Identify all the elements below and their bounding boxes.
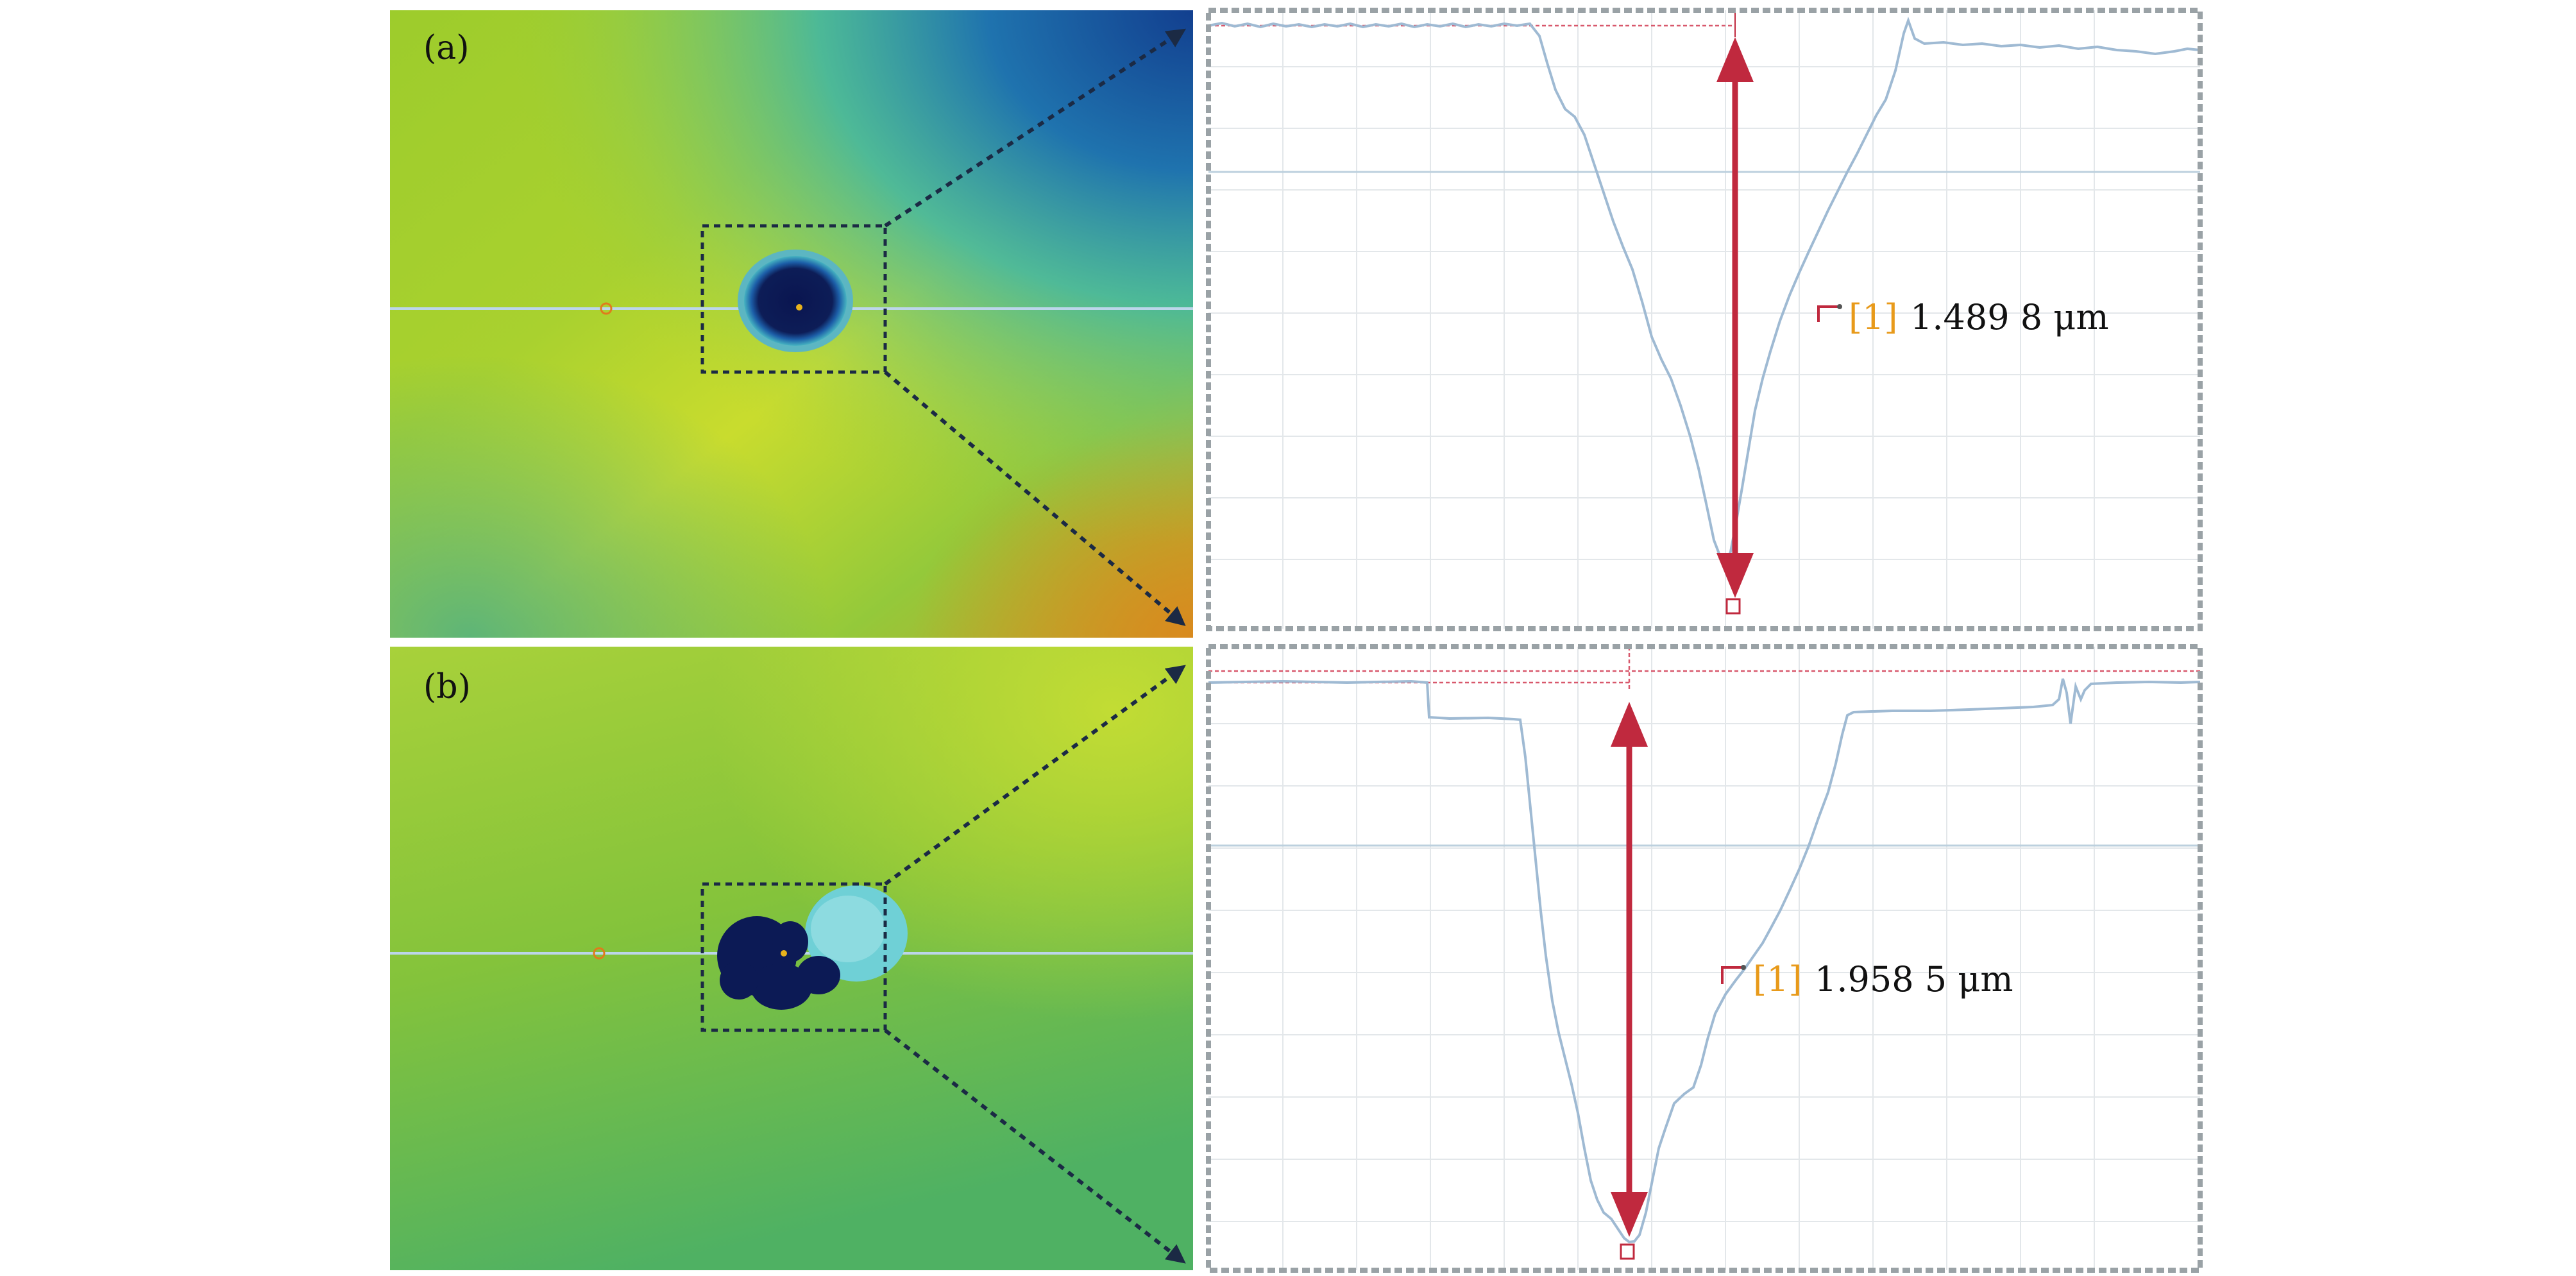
depth-profile-a xyxy=(1208,17,2201,566)
panel-label-b: (b) xyxy=(423,668,471,706)
depth-arrow-a xyxy=(1716,10,1754,615)
zoom-box-b xyxy=(700,882,887,1032)
profile-chart-b: [1] 1.958 5 μm xyxy=(1206,644,2203,1273)
height-map-b xyxy=(390,647,1193,1270)
profile-chart-a: [1] 1.489 8 μm xyxy=(1206,8,2203,631)
panel-b: (b) xyxy=(390,644,2203,1273)
pit-b xyxy=(717,885,908,1010)
measurement-value-b: 1.958 5 μm xyxy=(1815,959,2013,1000)
measurement-a: [1] 1.489 8 μm xyxy=(1817,297,2109,337)
zoom-line-a-top xyxy=(884,28,1187,228)
marker-icon-b xyxy=(1721,966,1743,984)
profile-frame-a xyxy=(1206,8,2203,631)
measurement-b: [1] 1.958 5 μm xyxy=(1721,959,2013,1000)
height-map-a xyxy=(390,10,1193,638)
panel-a: (a) xyxy=(390,8,2203,638)
depth-profile-b xyxy=(1208,678,2201,1244)
profile-grid-b xyxy=(1208,647,2200,1270)
zoom-box-a xyxy=(700,224,887,374)
measurement-value-a: 1.489 8 μm xyxy=(1910,297,2109,337)
zoom-line-b-top xyxy=(884,665,1186,886)
measurement-index-a: [1] xyxy=(1849,297,1898,337)
marker-icon-a xyxy=(1817,305,1840,322)
panel-label-a: (a) xyxy=(423,29,470,67)
profile-grid-a xyxy=(1208,10,2200,629)
depth-arrow-b xyxy=(1611,702,1648,1260)
zoom-line-a-bottom xyxy=(884,370,1186,626)
zoom-line-b-bottom xyxy=(884,1028,1186,1264)
pit-a xyxy=(738,250,853,352)
measurement-index-b: [1] xyxy=(1753,959,1802,1000)
